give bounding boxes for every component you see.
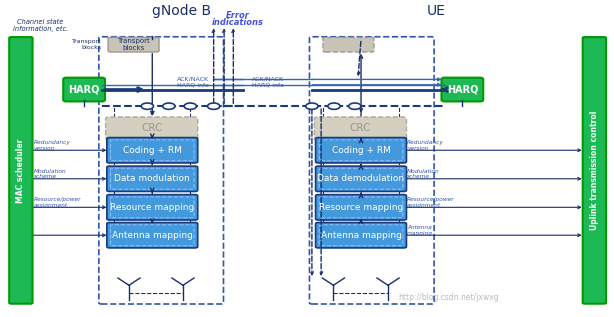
Text: Uplink transmission control: Uplink transmission control [590,111,599,230]
Text: Transport
blocks: Transport blocks [72,39,101,50]
FancyBboxPatch shape [316,166,406,191]
Circle shape [184,103,196,109]
Circle shape [208,103,220,109]
Text: Data modulation: Data modulation [114,174,190,183]
Text: Coding + RM: Coding + RM [332,146,391,155]
FancyBboxPatch shape [316,223,406,248]
FancyBboxPatch shape [107,166,198,191]
Text: HARQ: HARQ [68,85,100,94]
Text: UE: UE [427,4,445,18]
FancyBboxPatch shape [108,37,159,52]
Text: indications: indications [212,18,264,27]
Circle shape [349,103,361,109]
Text: Modulation
scheme: Modulation scheme [34,169,66,179]
FancyBboxPatch shape [63,78,105,101]
Text: ACK/NACK: ACK/NACK [177,77,209,82]
Text: Error: Error [227,11,250,20]
Text: HARQ: HARQ [446,85,478,94]
Text: HARQ info: HARQ info [177,82,209,87]
Text: Channel state
information, etc.: Channel state information, etc. [13,19,68,32]
Circle shape [328,103,340,109]
Text: CRC: CRC [350,123,371,133]
FancyBboxPatch shape [316,138,406,163]
Text: Resource/power
assignment: Resource/power assignment [34,197,81,208]
Text: Resource/power
assignment: Resource/power assignment [407,197,454,208]
Text: Redundancy
version: Redundancy version [34,140,71,151]
Text: Coding + RM: Coding + RM [123,146,182,155]
FancyBboxPatch shape [441,78,483,101]
Text: Resource mapping: Resource mapping [110,203,195,212]
FancyBboxPatch shape [583,37,606,304]
Text: MAC scheduler: MAC scheduler [17,138,25,203]
Text: http://blog.csdn.net/jxwxg: http://blog.csdn.net/jxwxg [398,294,499,302]
FancyBboxPatch shape [316,195,406,220]
FancyBboxPatch shape [107,223,198,248]
FancyBboxPatch shape [107,138,198,163]
FancyBboxPatch shape [107,195,198,220]
Text: Transport
blocks: Transport blocks [117,38,150,51]
Circle shape [306,103,318,109]
Text: Modulation
scheme: Modulation scheme [407,169,440,179]
FancyBboxPatch shape [9,37,33,304]
Text: Antenna mapping: Antenna mapping [321,231,402,240]
Circle shape [163,103,175,109]
Text: Antenna mapping: Antenna mapping [112,231,193,240]
Circle shape [141,103,154,109]
Text: Antenna
mapping: Antenna mapping [407,225,433,236]
FancyBboxPatch shape [106,117,198,140]
Text: ACK/NACK: ACK/NACK [252,77,284,82]
Text: Resource mapping: Resource mapping [319,203,403,212]
Text: HARQ info: HARQ info [252,82,284,87]
Text: CRC: CRC [141,123,162,133]
Text: Data demodulation: Data demodulation [317,174,405,183]
Text: gNode B: gNode B [152,4,211,18]
FancyBboxPatch shape [323,37,374,52]
Text: Redundancy
version: Redundancy version [407,140,444,151]
FancyBboxPatch shape [314,117,406,140]
